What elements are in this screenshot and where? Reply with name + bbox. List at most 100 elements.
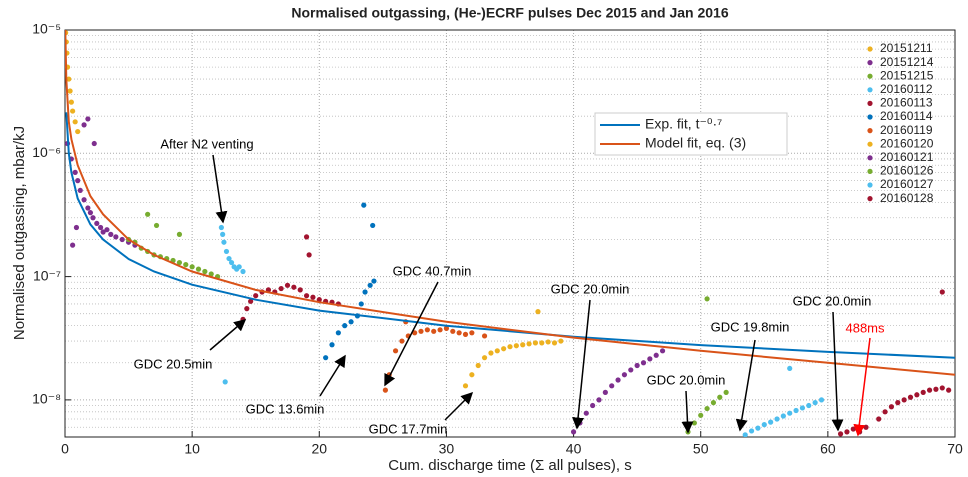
legend-marker (867, 87, 873, 93)
data-point (469, 372, 475, 378)
data-point (520, 342, 526, 348)
annotation-arrow (735, 339, 756, 432)
data-point (226, 255, 232, 262)
data-point (507, 344, 513, 350)
annotation-arrow (209, 319, 247, 351)
data-point (742, 432, 748, 437)
data-point (494, 348, 500, 354)
annotation-arrow (444, 391, 474, 421)
data-point (291, 284, 297, 290)
data-point (399, 338, 405, 344)
data-point (208, 271, 214, 277)
data-point (774, 416, 780, 422)
data-point (70, 108, 76, 114)
legend-label: 20160127 (880, 177, 934, 191)
data-point (424, 327, 430, 333)
data-point (475, 362, 481, 369)
data-point (91, 140, 97, 147)
data-point (462, 331, 469, 337)
data-point (939, 385, 945, 391)
annotation-arrow (384, 281, 439, 387)
x-tick-label: 50 (693, 441, 709, 457)
data-point (342, 323, 348, 329)
data-point (837, 431, 844, 437)
data-point (456, 330, 462, 336)
data-point (818, 397, 825, 403)
data-point (933, 386, 939, 392)
annotation-arrow (319, 354, 346, 397)
data-point (221, 239, 227, 245)
data-point (501, 346, 507, 352)
legend-label: 20160128 (880, 191, 934, 205)
data-point (176, 259, 183, 266)
data-point (914, 392, 920, 398)
fit-legend-box (594, 112, 788, 156)
legend-marker (867, 182, 873, 188)
data-point (153, 222, 160, 229)
annotation: GDC 17.7min (369, 421, 448, 436)
data-point (85, 116, 91, 122)
data-point (329, 342, 335, 348)
data-point (202, 268, 208, 275)
data-point (195, 266, 202, 272)
data-point (634, 362, 640, 369)
annotation: GDC 13.6min (246, 401, 325, 416)
legend-marker (867, 128, 873, 134)
data-point (81, 122, 87, 128)
data-point (532, 340, 539, 346)
legend-label: 20151215 (880, 68, 934, 82)
data-point (513, 343, 519, 349)
data-point (812, 400, 818, 406)
data-point (481, 333, 488, 339)
data-point (882, 409, 888, 415)
data-point (367, 282, 373, 288)
data-point (297, 287, 303, 293)
data-point (284, 282, 291, 288)
data-point (310, 294, 316, 300)
chart-title: Normalised outgassing, (He-)ECRF pulses … (291, 5, 728, 21)
fit-line (65, 112, 955, 359)
annotation: GDC 20.5min (134, 356, 213, 371)
legend-label: 20160113 (880, 96, 933, 110)
annotation: GDC 20.0min (551, 281, 630, 296)
data-point (647, 356, 653, 362)
annotation: GDC 20.0min (647, 372, 726, 387)
data-point (90, 215, 96, 221)
data-point (437, 327, 443, 333)
fit-line (65, 30, 955, 376)
data-point (75, 178, 81, 184)
data-point (939, 289, 945, 295)
data-point (348, 319, 354, 325)
data-point (450, 328, 456, 334)
x-tick-label: 0 (61, 441, 69, 457)
data-point (176, 231, 183, 237)
plot-frame (64, 29, 956, 438)
data-point (806, 402, 812, 409)
annotation-arrow (831, 311, 844, 432)
legend-label: 20160121 (880, 150, 934, 164)
data-point (926, 387, 933, 393)
data-point (704, 405, 710, 412)
legend-marker (867, 73, 873, 79)
x-tick-label: 30 (439, 441, 455, 457)
data-point (481, 355, 488, 361)
data-point (628, 367, 634, 373)
legend-marker (867, 114, 873, 120)
data-point (183, 262, 189, 268)
data-point (81, 197, 87, 203)
data-point (710, 400, 717, 406)
data-point (75, 128, 81, 135)
data-point (793, 407, 799, 414)
data-point (640, 360, 647, 366)
data-point (223, 248, 230, 255)
data-point (72, 169, 78, 175)
data-point (888, 404, 895, 410)
annotation-arrow (681, 390, 694, 434)
legend-marker (867, 60, 873, 66)
data-point (358, 301, 364, 307)
annotation: GDC 19.8min (711, 319, 790, 334)
data-point (920, 389, 926, 396)
data-point (248, 298, 254, 304)
data-point (236, 264, 242, 270)
